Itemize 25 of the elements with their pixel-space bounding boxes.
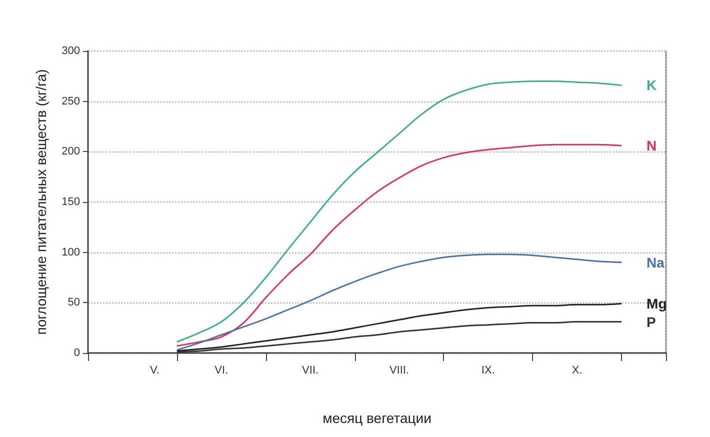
x-tick-label: VI. bbox=[214, 364, 228, 376]
series-label: Na bbox=[646, 254, 665, 270]
y-tick-label: 200 bbox=[62, 146, 80, 158]
series-label: N bbox=[646, 138, 657, 154]
line-series bbox=[176, 254, 622, 351]
y-tick-label: 300 bbox=[62, 45, 80, 57]
x-tick-label: IX. bbox=[481, 364, 495, 376]
series-label: K bbox=[646, 77, 657, 94]
y-tick-label: 100 bbox=[62, 246, 80, 258]
x-tick-label: VIII. bbox=[389, 364, 410, 376]
y-tick-label: 150 bbox=[62, 196, 80, 208]
x-tick-label: V. bbox=[150, 364, 160, 376]
x-tick-label: X. bbox=[572, 364, 582, 376]
series-label: Mg bbox=[646, 296, 667, 312]
series-label: P bbox=[646, 314, 656, 330]
line-series bbox=[176, 144, 622, 347]
y-tick-label: 250 bbox=[62, 95, 80, 108]
y-tick-label: 50 bbox=[68, 296, 80, 309]
y-axis-title: поглощение питательных веществ (кг/га) bbox=[33, 69, 49, 335]
line-series bbox=[176, 302, 622, 352]
line-series bbox=[176, 321, 622, 353]
x-tick-label: VII. bbox=[302, 364, 319, 376]
x-axis-title: месяц вегетации bbox=[322, 410, 432, 426]
y-tick-label: 0 bbox=[74, 347, 80, 359]
line-series bbox=[176, 80, 622, 343]
